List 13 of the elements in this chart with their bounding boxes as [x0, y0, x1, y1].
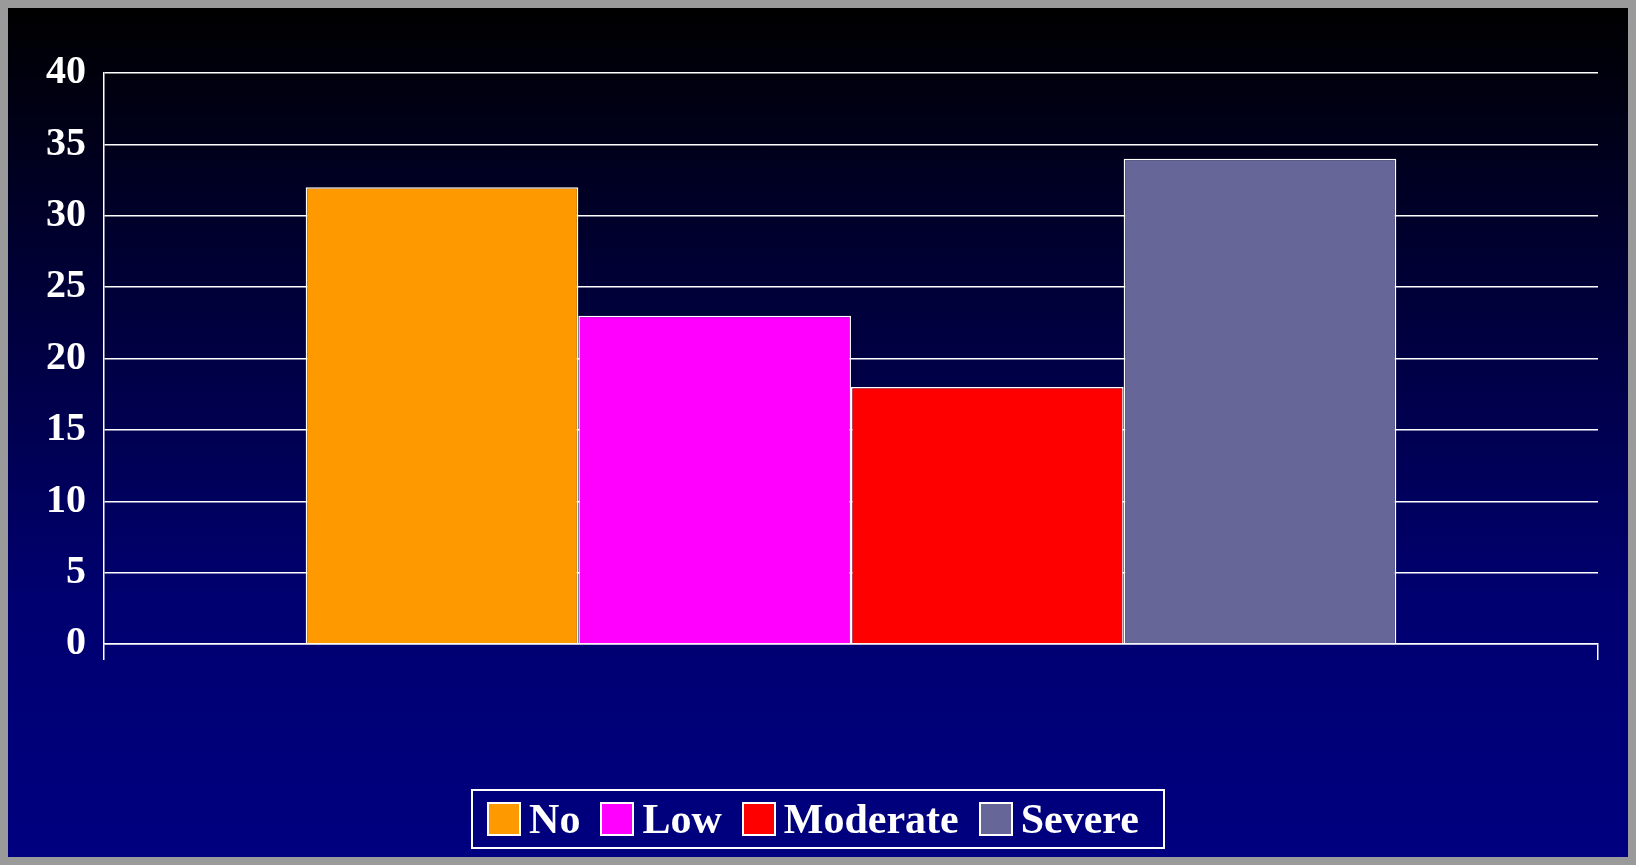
legend-label: Moderate — [783, 795, 959, 843]
y-tick-label: 20 — [46, 332, 86, 378]
y-tick-label: 40 — [46, 47, 86, 93]
y-tick-label: 25 — [46, 261, 86, 307]
y-tick-label: 35 — [46, 118, 86, 164]
legend-label: No — [529, 795, 581, 843]
legend-label: Low — [642, 795, 722, 843]
legend-label: Severe — [1020, 795, 1139, 843]
y-tick-label: 5 — [66, 546, 86, 592]
y-tick-label: 15 — [46, 404, 86, 450]
y-tick-label: 10 — [46, 475, 86, 521]
y-tick-label: 30 — [46, 190, 86, 236]
y-tick-label: 0 — [66, 618, 86, 664]
